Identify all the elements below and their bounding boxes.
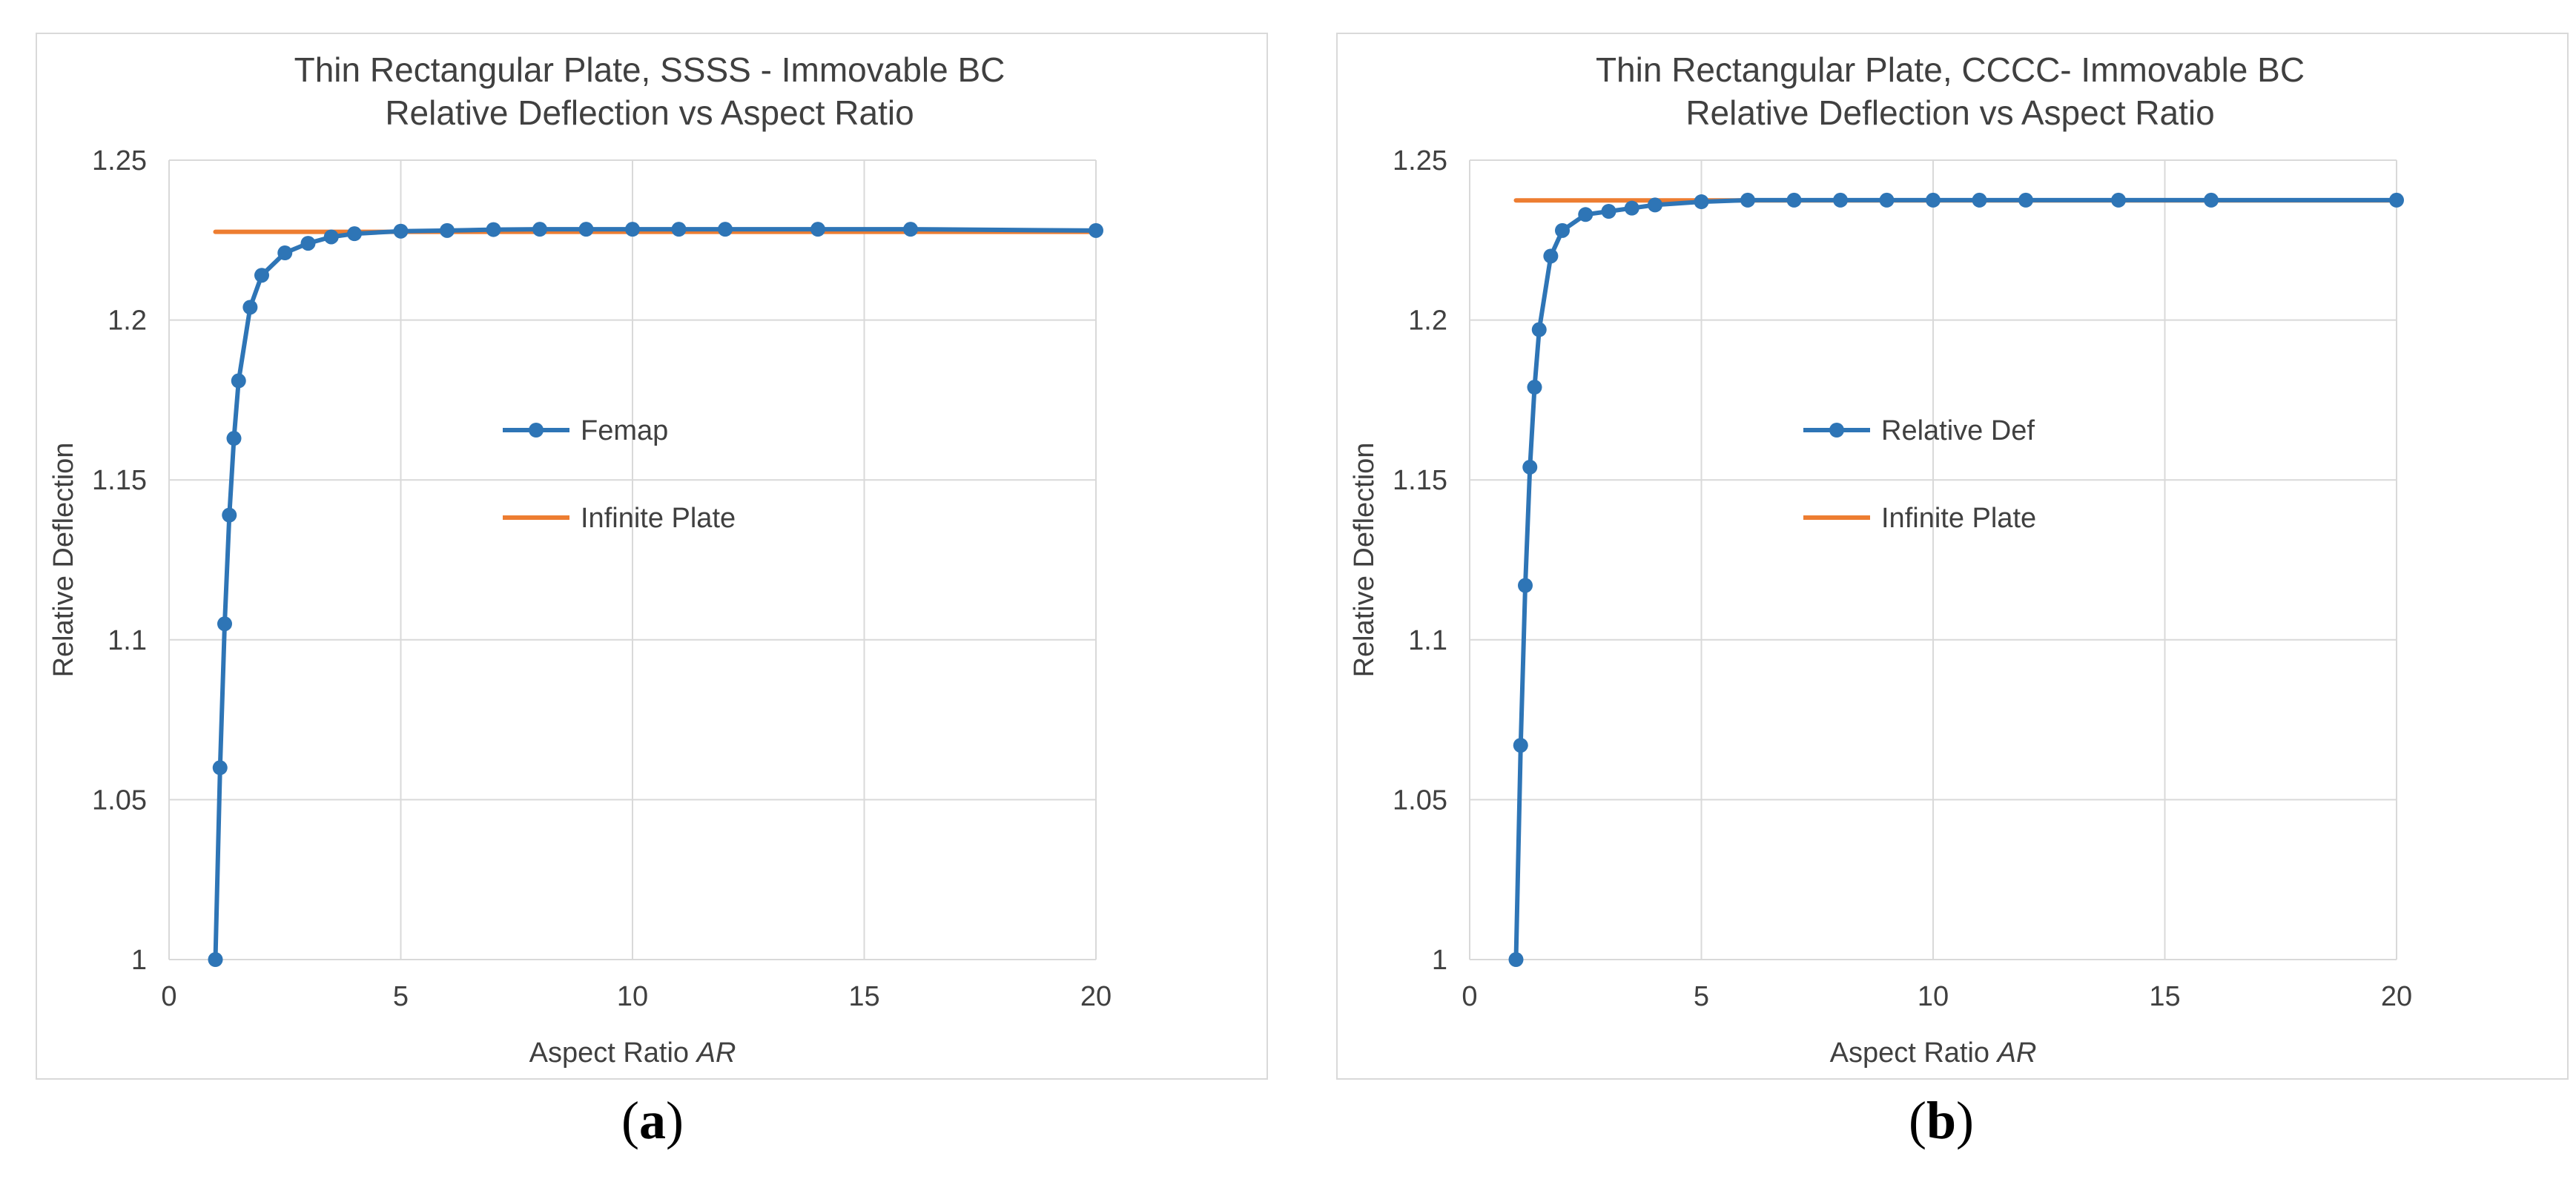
data-point <box>1508 952 1524 967</box>
data-point <box>231 373 246 389</box>
chart-subtitle: Relative Deflection vs Aspect Ratio <box>385 93 914 132</box>
y-tick-label: 1.1 <box>108 625 147 656</box>
y-tick-label: 1.05 <box>92 785 147 816</box>
x-tick-label: 0 <box>161 981 176 1012</box>
chart-panel-a: 1 1.05 1.1 1.15 1.2 1.25 0 5 10 15 20 Thin Rectangu… <box>36 33 1268 1080</box>
chart-subtitle: Relative Deflection vs Aspect Ratio <box>1685 93 2214 132</box>
data-point <box>1089 222 1103 238</box>
y-tick-label: 1.1 <box>1408 625 1447 656</box>
y-tick-label: 1.05 <box>1393 785 1447 816</box>
data-point <box>2018 192 2033 208</box>
y-tick-label: 1.2 <box>108 306 147 337</box>
data-point <box>903 222 918 237</box>
data-point <box>300 236 316 251</box>
data-point <box>208 952 223 967</box>
caption-b: (b) <box>1908 1091 1974 1150</box>
legend-marker <box>1829 423 1844 438</box>
data-point <box>1624 200 1639 216</box>
data-point <box>1531 322 1547 337</box>
y-tick-label: 1.2 <box>1408 306 1447 337</box>
x-tick-label: 5 <box>1694 981 1709 1012</box>
data-point <box>1926 192 1941 208</box>
data-point <box>1555 222 1570 238</box>
data-point <box>323 229 339 245</box>
legend-label: Relative Def <box>1881 415 2035 446</box>
data-point <box>578 222 594 237</box>
data-point <box>1786 192 1802 208</box>
y-tick-label: 1.25 <box>92 145 147 176</box>
y-tick-label: 1.25 <box>1393 145 1447 176</box>
legend-label: Infinite Plate <box>581 503 736 534</box>
y-tick-label: 1 <box>1432 945 1447 976</box>
data-point <box>277 245 293 261</box>
data-point <box>347 226 362 242</box>
x-tick-label: 0 <box>1462 981 1477 1012</box>
legend-label: Femap <box>581 415 668 446</box>
data-point <box>2389 192 2404 208</box>
data-point <box>1601 203 1616 219</box>
x-tick-label: 20 <box>1080 981 1112 1012</box>
x-tick-label: 15 <box>848 981 879 1012</box>
chart-title: Thin Rectangular Plate, CCCC- Immovable … <box>1596 50 2305 89</box>
data-point <box>1972 192 1987 208</box>
x-tick-label: 15 <box>2149 981 2180 1012</box>
data-point <box>1543 248 1559 264</box>
chart-a: 1 1.05 1.1 1.15 1.2 1.25 0 5 10 15 20 Thin Rectangu… <box>48 50 1112 1069</box>
data-point <box>226 431 242 446</box>
legend-label: Infinite Plate <box>1881 503 2036 534</box>
y-axis-label: Relative Deflection <box>48 443 79 678</box>
data-point <box>2204 192 2219 208</box>
data-point <box>532 222 547 237</box>
data-point <box>217 616 232 632</box>
x-tick-label: 20 <box>2381 981 2412 1012</box>
y-axis-label: Relative Deflection <box>1349 443 1380 678</box>
caption-a: (a) <box>621 1091 684 1150</box>
data-point <box>440 222 455 238</box>
y-tick-label: 1.15 <box>92 465 147 496</box>
data-point <box>1578 207 1594 222</box>
series-line-femap <box>213 227 1098 962</box>
data-point <box>1648 197 1662 213</box>
data-point <box>625 222 640 237</box>
data-point <box>222 507 237 523</box>
data-point <box>393 223 409 239</box>
data-point <box>212 760 228 776</box>
data-point <box>486 222 501 237</box>
data-point <box>1513 738 1528 753</box>
x-tick-label: 5 <box>393 981 409 1012</box>
series-line-relative-def <box>1513 197 2399 962</box>
data-point <box>1879 192 1895 208</box>
data-point <box>242 300 258 315</box>
chart-b: 1 1.05 1.1 1.15 1.2 1.25 0 5 10 15 20 Thin Rectangu… <box>1349 50 2412 1069</box>
x-tick-label: 10 <box>617 981 648 1012</box>
data-point <box>1527 380 1542 395</box>
data-point <box>718 222 733 237</box>
x-axis-label: Aspect Ratio AR <box>1830 1037 2037 1069</box>
chart-panel-b: 1 1.05 1.1 1.15 1.2 1.25 0 5 10 15 20 Thin Rectangu… <box>1336 33 2569 1080</box>
data-point <box>1740 192 1755 208</box>
data-point <box>1522 459 1538 475</box>
data-point <box>810 222 825 237</box>
data-point <box>1518 578 1533 593</box>
legend-marker <box>529 423 544 438</box>
data-point <box>2111 192 2126 208</box>
data-point <box>1833 192 1848 208</box>
data-point <box>671 222 687 237</box>
x-axis-label: Aspect Ratio AR <box>529 1037 736 1069</box>
chart-title: Thin Rectangular Plate, SSSS - Immovable… <box>294 50 1005 89</box>
data-point <box>1694 194 1709 210</box>
x-tick-label: 10 <box>1918 981 1949 1012</box>
data-point <box>254 268 269 283</box>
y-tick-label: 1 <box>131 945 147 976</box>
y-tick-label: 1.15 <box>1393 465 1447 496</box>
